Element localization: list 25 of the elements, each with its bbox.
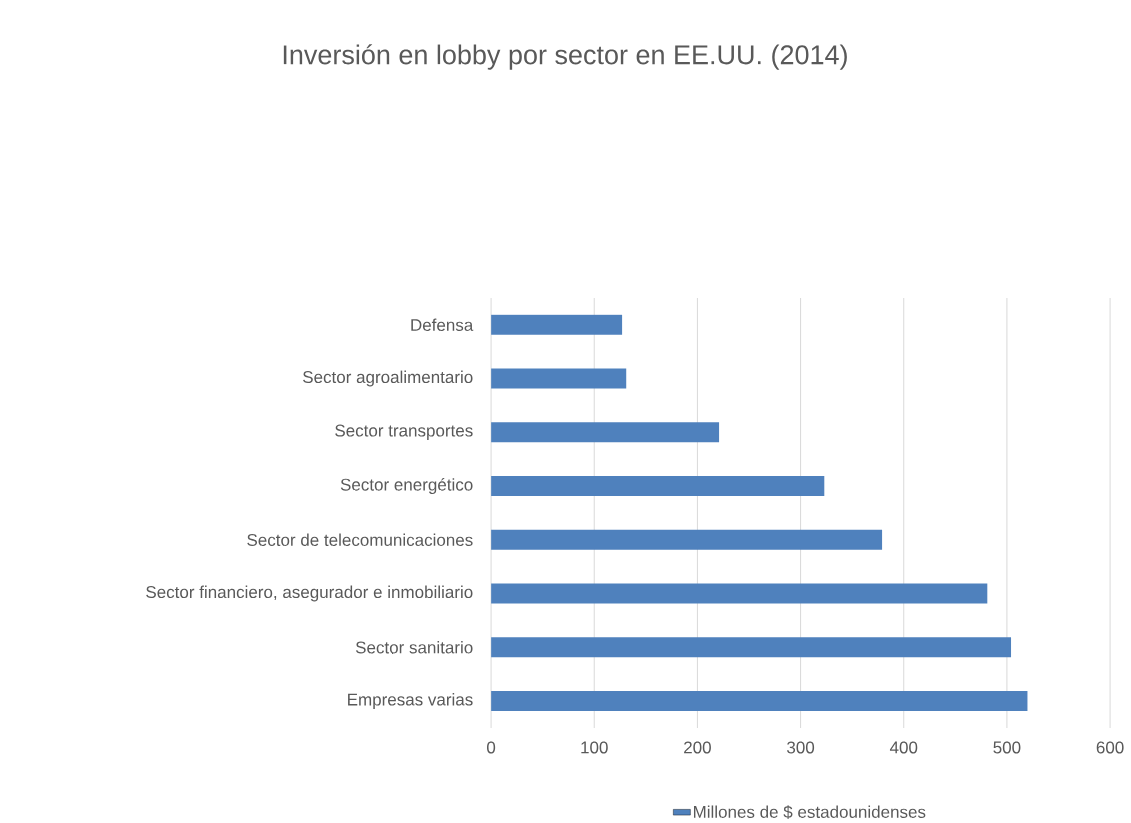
bar: [491, 475, 825, 496]
bar: [491, 529, 883, 550]
x-tick-label: 400: [889, 741, 918, 754]
bar: [491, 583, 988, 604]
x-tick-label: 600: [1096, 741, 1124, 754]
legend-label: Millones de $ estadounidenses: [693, 805, 926, 819]
bar: [491, 690, 1028, 711]
y-tick-label: Sector financiero, asegurador e inmobiliario: [146, 585, 473, 602]
bar: [491, 368, 627, 389]
bar: [491, 314, 623, 335]
bar: [491, 422, 720, 443]
y-tick-label: Sector energético: [340, 477, 473, 494]
y-tick-label: Sector de telecomunicaciones: [247, 533, 473, 546]
y-tick-label: Empresas varias: [348, 692, 473, 709]
x-tick-label: 200: [684, 741, 711, 754]
chart-title: Inversión en lobby por sector en EE.UU. (2014): [283, 44, 847, 70]
x-tick-label: 500: [993, 741, 1021, 754]
x-tick-label: 0: [487, 741, 496, 754]
x-tick-label: 100: [581, 741, 608, 754]
y-tick-label: Sector sanitario: [355, 640, 473, 654]
y-tick-label: Sector agroalimentario: [303, 370, 473, 387]
bar: [491, 637, 1012, 658]
y-tick-label: Defensa: [411, 318, 474, 331]
y-tick-label: Sector transportes: [335, 424, 473, 440]
x-tick-label: 300: [787, 741, 815, 754]
